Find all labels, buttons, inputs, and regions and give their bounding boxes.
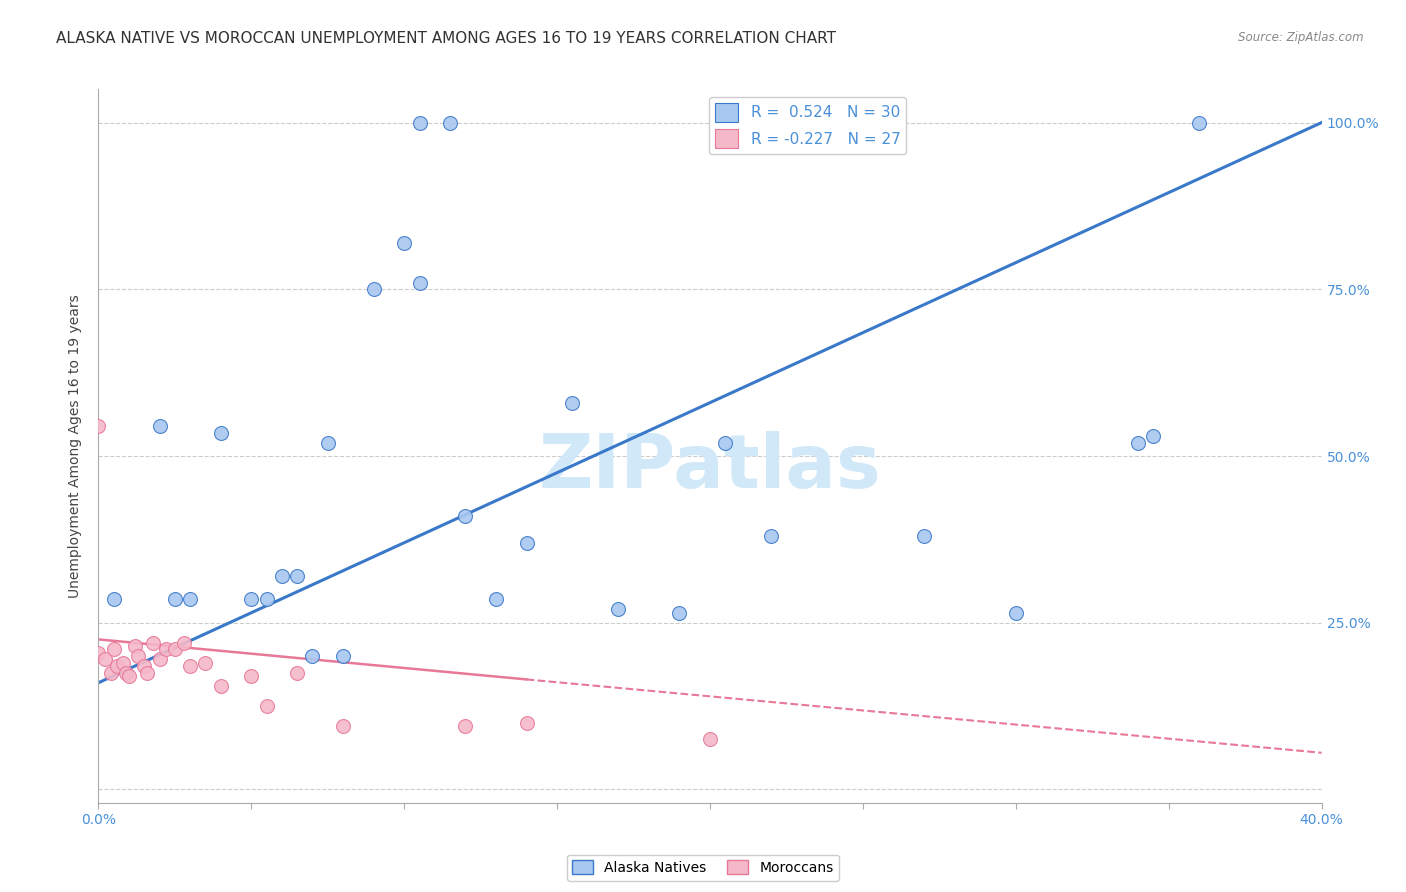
Point [256, 592, 278, 607]
Point [714, 435, 737, 450]
Point [516, 715, 538, 730]
Point [179, 592, 201, 607]
Text: Source: ZipAtlas.com: Source: ZipAtlas.com [1239, 31, 1364, 45]
Point [485, 592, 508, 607]
Point [118, 669, 141, 683]
Point [149, 652, 172, 666]
Y-axis label: Unemployment Among Ages 16 to 19 years: Unemployment Among Ages 16 to 19 years [69, 294, 83, 598]
Point [142, 636, 165, 650]
Point [1128, 435, 1150, 450]
Point [240, 592, 263, 607]
Text: ALASKA NATIVE VS MOROCCAN UNEMPLOYMENT AMONG AGES 16 TO 19 YEARS CORRELATION CHA: ALASKA NATIVE VS MOROCCAN UNEMPLOYMENT A… [56, 31, 837, 46]
Point [163, 592, 186, 607]
Point [155, 642, 177, 657]
Point [1142, 429, 1164, 443]
Point [561, 395, 583, 409]
Point [668, 606, 690, 620]
Point [115, 665, 138, 680]
Point [134, 659, 156, 673]
Point [179, 659, 201, 673]
Point [124, 639, 146, 653]
Point [332, 649, 354, 664]
Point [127, 649, 149, 664]
Point [607, 602, 630, 616]
Point [194, 656, 217, 670]
Point [285, 665, 308, 680]
Point [332, 719, 354, 733]
Point [173, 636, 195, 650]
Point [256, 699, 278, 714]
Point [100, 665, 122, 680]
Point [209, 679, 232, 693]
Text: ZIPatlas: ZIPatlas [538, 431, 882, 504]
Point [363, 282, 385, 296]
Point [439, 115, 461, 129]
Point [454, 719, 477, 733]
Point [408, 115, 430, 129]
Point [301, 649, 323, 664]
Point [87, 646, 110, 660]
Point [103, 592, 125, 607]
Legend: Alaska Natives, Moroccans: Alaska Natives, Moroccans [567, 855, 839, 880]
Point [111, 656, 134, 670]
Point [209, 425, 232, 440]
Point [87, 419, 110, 434]
Point [699, 732, 721, 747]
Point [759, 529, 782, 543]
Point [270, 569, 292, 583]
Legend: R =  0.524   N = 30, R = -0.227   N = 27: R = 0.524 N = 30, R = -0.227 N = 27 [710, 97, 907, 154]
Point [1188, 115, 1211, 129]
Point [105, 659, 128, 673]
Point [285, 569, 308, 583]
Point [408, 276, 430, 290]
Point [454, 509, 477, 524]
Point [149, 419, 172, 434]
Point [516, 535, 538, 549]
Point [103, 642, 125, 657]
Point [1004, 606, 1026, 620]
Point [136, 665, 159, 680]
Point [93, 652, 115, 666]
Point [392, 235, 416, 250]
Point [316, 435, 339, 450]
Point [163, 642, 186, 657]
Point [912, 529, 935, 543]
Point [240, 669, 263, 683]
